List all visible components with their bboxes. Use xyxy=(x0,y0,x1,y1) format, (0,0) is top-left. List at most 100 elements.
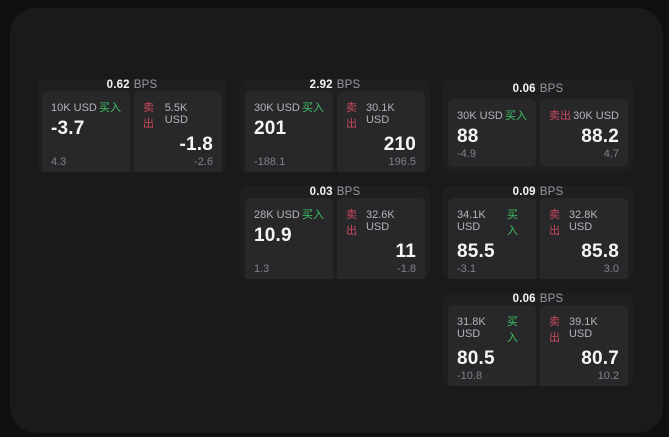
bps-unit-label: BPS xyxy=(336,186,361,198)
buy-price: 201 xyxy=(254,118,287,139)
card-header: 0.06 BPS xyxy=(443,293,633,305)
buy-amount: 10K USD xyxy=(51,102,97,114)
sell-price: 11 xyxy=(395,241,416,262)
buy-delta: -3.1 xyxy=(457,262,476,275)
buy-tile-top: 31.8K USD 买入 xyxy=(457,313,527,345)
buy-tile[interactable]: 30K USD 买入 201 -188.1 xyxy=(245,91,333,172)
buy-price: 10.9 xyxy=(254,225,292,246)
buy-side-label: 买入 xyxy=(302,209,324,221)
sell-amount: 5.5K USD xyxy=(164,102,188,126)
quotes-window: 0.62 BPS 10K USD 买入 -3.7 4.3 卖出 5.5K USD… xyxy=(10,8,663,433)
sell-amount: 39.1K USD xyxy=(568,316,598,340)
bps-value: 0.06 xyxy=(512,83,536,96)
buy-tile[interactable]: 30K USD 买入 88 -4.9 xyxy=(448,99,536,167)
buy-price: 80.5 xyxy=(457,348,495,369)
sell-side-label: 卖出 xyxy=(346,102,357,130)
buy-tile[interactable]: 10K USD 买入 -3.7 4.3 xyxy=(42,91,130,172)
card-body: 34.1K USD 买入 85.5 -3.1 卖出 32.8K USD 85.8… xyxy=(443,198,633,279)
buy-side-label: 买入 xyxy=(505,110,527,123)
quote-card-grid: 0.62 BPS 10K USD 买入 -3.7 4.3 卖出 5.5K USD… xyxy=(37,79,633,386)
card-header: 0.09 BPS xyxy=(443,186,633,198)
buy-price: 88 xyxy=(457,126,479,148)
buy-price: -3.7 xyxy=(51,118,85,139)
bps-unit-label: BPS xyxy=(336,79,361,91)
buy-tile-top: 30K USD 买入 xyxy=(254,99,324,115)
sell-side-label: 卖出 xyxy=(549,110,571,123)
buy-side-label: 买入 xyxy=(99,102,121,114)
sell-tile[interactable]: 卖出 30.1K USD 210 196.5 xyxy=(337,91,425,172)
sell-price: -1.8 xyxy=(179,134,213,155)
buy-side-label: 买入 xyxy=(507,316,519,344)
sell-side-label: 卖出 xyxy=(143,102,154,130)
buy-side-label: 买入 xyxy=(302,102,324,114)
bps-value: 2.92 xyxy=(309,79,333,91)
sell-delta: 4.7 xyxy=(603,148,619,160)
sell-price: 88.2 xyxy=(581,126,619,148)
buy-amount: 31.8K USD xyxy=(457,316,486,340)
quote-card: 2.92 BPS 30K USD 买入 201 -188.1 卖出 30.1K … xyxy=(240,79,430,172)
quote-card: 0.62 BPS 10K USD 买入 -3.7 4.3 卖出 5.5K USD… xyxy=(37,79,227,172)
buy-delta: -188.1 xyxy=(254,155,286,168)
sell-side-label: 卖出 xyxy=(549,316,560,344)
buy-delta: -4.9 xyxy=(457,148,476,160)
card-body: 30K USD 买入 88 -4.9 卖出 30K USD 88.2 4.7 xyxy=(443,99,633,172)
bps-value: 0.62 xyxy=(106,79,130,91)
buy-tile[interactable]: 28K USD 买入 10.9 1.3 xyxy=(245,198,333,279)
sell-price: 80.7 xyxy=(581,348,619,369)
quote-card: 0.06 BPS 30K USD 买入 88 -4.9 卖出 30K USD 8… xyxy=(443,79,633,172)
sell-tile-top: 卖出 32.6K USD xyxy=(346,206,416,238)
card-body: 10K USD 买入 -3.7 4.3 卖出 5.5K USD -1.8 -2.… xyxy=(37,91,227,172)
buy-amount: 28K USD xyxy=(254,209,300,221)
quote-card: 0.06 BPS 31.8K USD 买入 80.5 -10.8 卖出 39.1… xyxy=(443,293,633,386)
sell-delta: -2.6 xyxy=(194,155,213,168)
sell-amount: 32.6K USD xyxy=(365,209,395,233)
bps-unit-label: BPS xyxy=(539,186,564,198)
buy-amount: 34.1K USD xyxy=(457,209,486,233)
buy-price: 85.5 xyxy=(457,241,495,262)
sell-tile-top: 卖出 30.1K USD xyxy=(346,99,416,131)
bps-value: 0.03 xyxy=(309,186,333,198)
quote-card: 0.09 BPS 34.1K USD 买入 85.5 -3.1 卖出 32.8K… xyxy=(443,186,633,279)
sell-delta: 10.2 xyxy=(597,369,619,382)
sell-tile-top: 卖出 32.8K USD xyxy=(549,206,619,238)
sell-price: 210 xyxy=(383,134,416,155)
bps-unit-label: BPS xyxy=(539,293,564,305)
sell-tile-top: 卖出 30K USD xyxy=(549,107,619,123)
bps-unit-label: BPS xyxy=(539,83,564,96)
bps-value: 0.06 xyxy=(512,293,536,305)
sell-tile-top: 卖出 39.1K USD xyxy=(549,313,619,345)
sell-tile[interactable]: 卖出 30K USD 88.2 4.7 xyxy=(540,99,628,167)
sell-amount: 30K USD xyxy=(573,110,619,123)
card-header: 0.03 BPS xyxy=(240,186,430,198)
sell-delta: 3.0 xyxy=(603,262,619,275)
buy-tile-top: 10K USD 买入 xyxy=(51,99,121,115)
buy-delta: 4.3 xyxy=(51,155,67,168)
sell-tile[interactable]: 卖出 39.1K USD 80.7 10.2 xyxy=(540,305,628,386)
card-body: 31.8K USD 买入 80.5 -10.8 卖出 39.1K USD 80.… xyxy=(443,305,633,386)
sell-price: 85.8 xyxy=(581,241,619,262)
card-header: 0.06 BPS xyxy=(443,79,633,99)
card-header: 2.92 BPS xyxy=(240,79,430,91)
buy-delta: -10.8 xyxy=(457,369,483,382)
buy-tile-top: 34.1K USD 买入 xyxy=(457,206,527,238)
sell-amount: 30.1K USD xyxy=(365,102,395,126)
sell-side-label: 卖出 xyxy=(549,209,560,237)
quote-card: 0.03 BPS 28K USD 买入 10.9 1.3 卖出 32.6K US… xyxy=(240,186,430,279)
sell-delta: -1.8 xyxy=(397,262,416,275)
bps-value: 0.09 xyxy=(512,186,536,198)
buy-tile[interactable]: 31.8K USD 买入 80.5 -10.8 xyxy=(448,305,536,386)
sell-tile[interactable]: 卖出 32.6K USD 11 -1.8 xyxy=(337,198,425,279)
buy-amount: 30K USD xyxy=(457,110,503,123)
sell-side-label: 卖出 xyxy=(346,209,357,237)
card-body: 30K USD 买入 201 -188.1 卖出 30.1K USD 210 1… xyxy=(240,91,430,172)
buy-tile-top: 28K USD 买入 xyxy=(254,206,324,222)
sell-delta: 196.5 xyxy=(388,155,416,168)
card-header: 0.62 BPS xyxy=(37,79,227,91)
sell-tile[interactable]: 卖出 32.8K USD 85.8 3.0 xyxy=(540,198,628,279)
buy-delta: 1.3 xyxy=(254,262,270,275)
bps-unit-label: BPS xyxy=(133,79,158,91)
sell-tile[interactable]: 卖出 5.5K USD -1.8 -2.6 xyxy=(134,91,222,172)
sell-amount: 32.8K USD xyxy=(568,209,598,233)
buy-amount: 30K USD xyxy=(254,102,300,114)
buy-tile[interactable]: 34.1K USD 买入 85.5 -3.1 xyxy=(448,198,536,279)
